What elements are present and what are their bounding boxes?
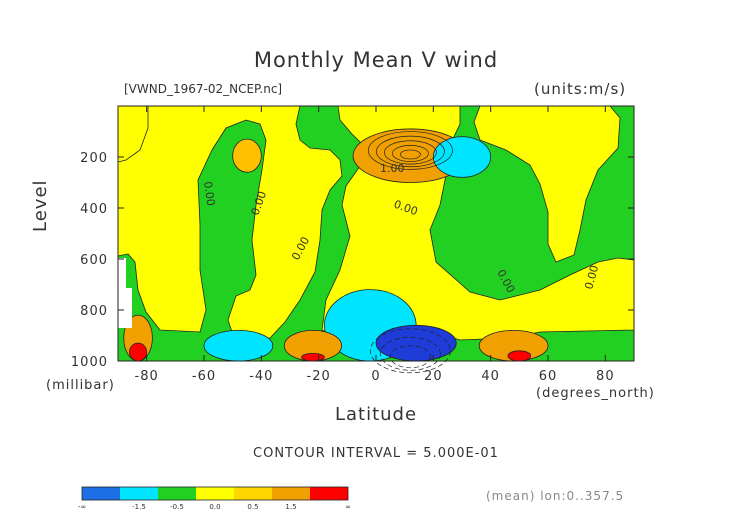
contour-line <box>376 135 445 168</box>
region-max-positive <box>129 342 148 362</box>
contour-line <box>392 144 429 162</box>
colorbar-swatch <box>310 487 348 500</box>
x-tick-label: 40 <box>481 369 500 384</box>
missing-data-patch <box>118 258 126 288</box>
x-axis: -80 -60 -40 -20 0 20 40 60 80 <box>135 106 615 384</box>
contour-label: 1.00 <box>380 162 405 175</box>
units-label: (units:m/s) <box>534 80 627 98</box>
region-negative <box>432 136 492 178</box>
region-positive-west <box>117 105 343 339</box>
x-tick-label: -60 <box>192 369 216 384</box>
colorbar-label: ∞ <box>345 503 351 511</box>
contour-line-negative <box>390 345 431 369</box>
colorbar: -∞ -1.5 -0.5 0.0 0.5 1.5 ∞ <box>78 486 351 511</box>
region-positive <box>232 138 262 173</box>
colorbar-label: -∞ <box>78 503 86 511</box>
contour-line-negative <box>370 328 451 374</box>
colorbar-label: 0.0 <box>209 503 220 511</box>
colorbar-swatch <box>82 487 120 500</box>
y-tick-label: 1000 <box>71 355 108 370</box>
x-tick-label: -40 <box>249 369 273 384</box>
x-tick-label: -80 <box>135 369 159 384</box>
y-tick-label: 800 <box>80 304 108 319</box>
region-max-positive <box>301 352 325 362</box>
contour-line <box>384 140 437 165</box>
region-positive-east <box>473 105 621 263</box>
chart-title: Monthly Mean V wind <box>253 48 499 72</box>
x-axis-label: Latitude <box>334 404 418 425</box>
regions-layer <box>123 128 549 362</box>
x-tick-label: 20 <box>424 369 443 384</box>
colorbar-swatch <box>234 487 272 500</box>
footer-mean-text: (mean) lon:0..357.5 <box>486 489 625 503</box>
colorbar-label: -1.5 <box>132 503 146 511</box>
x-axis-units: (degrees_north) <box>536 386 655 401</box>
y-axis: 200 400 600 800 1000 <box>71 151 634 370</box>
y-tick-label: 400 <box>80 202 108 217</box>
y-tick-label: 200 <box>80 151 108 166</box>
colorbar-swatch <box>196 487 234 500</box>
contour-line-negative <box>380 336 441 371</box>
x-tick-label: 0 <box>371 369 380 384</box>
x-tick-label: 60 <box>539 369 558 384</box>
y-axis-units: (millibar) <box>46 378 115 393</box>
region-max-positive <box>507 350 532 362</box>
colorbar-swatch <box>272 487 310 500</box>
colorbar-label: 0.5 <box>247 503 258 511</box>
colorbar-label: -0.5 <box>170 503 184 511</box>
missing-data-patch-2 <box>118 288 132 328</box>
marks-layer <box>368 131 453 374</box>
colorbar-frame <box>81 486 349 501</box>
colorbar-swatch <box>120 487 158 500</box>
contour-label: 0.00 <box>582 264 601 291</box>
contour-line <box>368 131 453 170</box>
file-label: [VWND_1967-02_NCEP.nc] <box>124 82 283 96</box>
region-negative <box>203 330 274 362</box>
x-tick-label: 80 <box>596 369 615 384</box>
x-tick-label: -20 <box>307 369 331 384</box>
contour-label: 0.00 <box>201 181 217 207</box>
colorbar-swatch <box>158 487 196 500</box>
y-tick-label: 600 <box>80 253 108 268</box>
contour-line <box>400 149 421 160</box>
contour-interval-text: CONTOUR INTERVAL = 5.000E-01 <box>253 446 499 461</box>
colorbar-label: 1.5 <box>285 503 296 511</box>
